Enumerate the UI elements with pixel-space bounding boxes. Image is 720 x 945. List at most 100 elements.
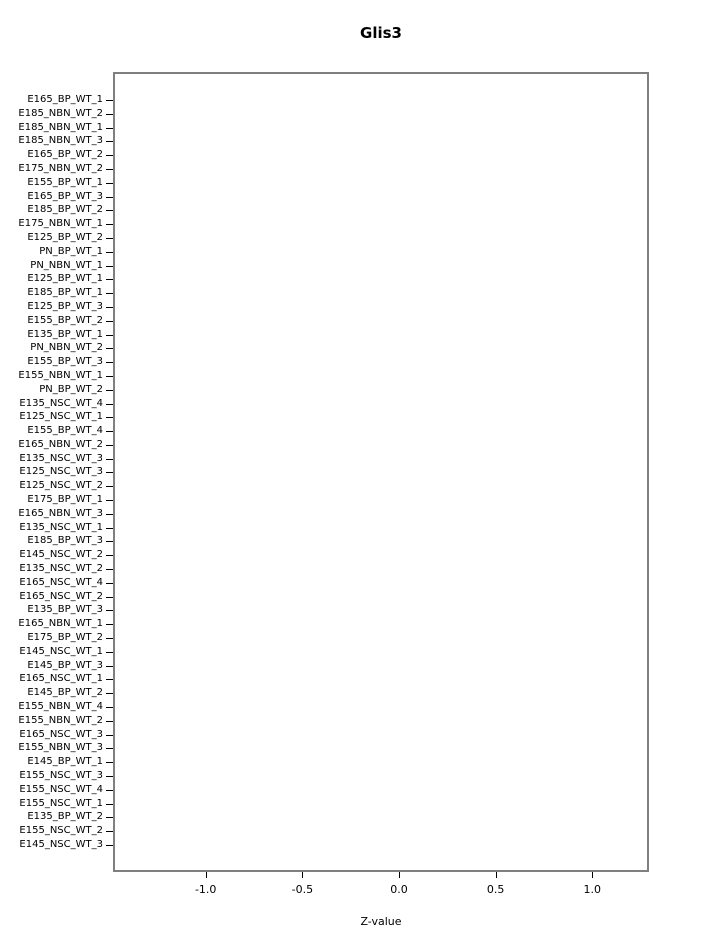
category-tick	[106, 486, 113, 488]
x-axis-tick	[592, 872, 594, 878]
category-tick	[106, 417, 113, 419]
category-tick	[106, 375, 113, 377]
x-axis-tick-label: 0.5	[486, 883, 505, 896]
category-tick	[106, 665, 113, 667]
category-label: E135_NSC_WT_3	[19, 452, 103, 464]
category-tick	[106, 472, 113, 474]
category-label: E155_NBN_WT_1	[18, 369, 103, 381]
category-tick	[106, 541, 113, 543]
x-axis-tick-label: 0.0	[390, 883, 408, 896]
x-axis-tick	[399, 872, 400, 878]
category-label: E165_NBN_WT_2	[18, 438, 103, 450]
category-label: E155_BP_WT_3	[27, 356, 103, 368]
category-tick	[106, 100, 113, 101]
category-tick	[106, 707, 113, 709]
category-tick	[106, 831, 113, 833]
category-label: E145_BP_WT_1	[27, 756, 103, 768]
category-label: E125_BP_WT_2	[27, 231, 103, 243]
category-label: E165_NBN_WT_1	[18, 618, 103, 630]
category-label: E175_NBN_WT_2	[18, 162, 103, 174]
category-label: E155_NSC_WT_2	[19, 825, 103, 837]
category-label: PN_NBN_WT_1	[30, 259, 103, 271]
category-label: E165_NSC_WT_3	[19, 728, 103, 740]
category-label: E145_NSC_WT_3	[19, 838, 103, 850]
chart-title: Glis3	[360, 24, 402, 42]
category-tick	[106, 237, 113, 239]
category-label: E125_NSC_WT_2	[19, 480, 103, 492]
category-label: E185_BP_WT_3	[27, 535, 103, 547]
category-tick	[106, 720, 113, 722]
category-label: E125_BP_WT_3	[27, 300, 103, 312]
category-label: E165_NSC_WT_1	[19, 673, 103, 685]
category-label: E155_NSC_WT_4	[19, 783, 103, 795]
category-label: E155_NBN_WT_4	[18, 701, 103, 713]
category-tick	[106, 362, 113, 364]
category-label: E145_NSC_WT_2	[19, 549, 103, 561]
category-label: PN_BP_WT_2	[39, 383, 103, 395]
x-axis-tick	[495, 872, 497, 878]
category-tick	[106, 513, 113, 515]
category-tick	[106, 279, 113, 281]
category-tick	[106, 389, 113, 391]
category-tick	[106, 569, 113, 571]
category-label: E135_BP_WT_1	[27, 328, 103, 340]
category-tick	[106, 734, 113, 736]
x-axis-title: Z-value	[360, 915, 402, 928]
category-tick	[106, 113, 113, 115]
category-tick	[106, 610, 113, 612]
category-label: E175_BP_WT_1	[27, 494, 103, 506]
category-label: E135_BP_WT_2	[27, 811, 103, 823]
category-label: E155_BP_WT_4	[27, 425, 103, 437]
category-tick	[106, 141, 113, 143]
category-label: E125_BP_WT_1	[27, 273, 103, 285]
category-tick	[106, 789, 113, 791]
category-tick	[106, 306, 113, 308]
category-tick	[106, 196, 113, 198]
category-label: E155_NBN_WT_2	[18, 714, 103, 726]
category-label: E165_NSC_WT_4	[19, 576, 103, 588]
category-label: E165_NSC_WT_2	[19, 590, 103, 602]
category-tick	[106, 431, 113, 433]
category-tick	[106, 748, 113, 750]
category-label: E165_BP_WT_1	[27, 94, 103, 105]
category-label: E175_NBN_WT_1	[18, 218, 103, 230]
category-tick	[106, 679, 113, 681]
category-label: E175_BP_WT_2	[27, 632, 103, 644]
x-axis-tick-label: -0.5	[291, 883, 314, 896]
category-label: E155_NSC_WT_3	[19, 770, 103, 781]
category-tick	[106, 334, 113, 336]
category-label: E125_NSC_WT_1	[19, 411, 103, 423]
category-tick	[106, 500, 113, 502]
category-label: E135_NSC_WT_4	[19, 397, 103, 409]
category-label: E145_BP_WT_3	[27, 659, 103, 671]
category-tick	[106, 293, 113, 295]
category-label: E145_NSC_WT_1	[19, 645, 103, 657]
x-axis-tick-label: 1.0	[583, 883, 602, 896]
category-tick	[106, 693, 113, 695]
category-tick	[106, 210, 113, 212]
category-label: E125_NSC_WT_3	[19, 466, 103, 478]
category-label: E165_BP_WT_2	[27, 149, 103, 161]
category-label: E155_NSC_WT_1	[19, 797, 103, 809]
category-tick	[106, 817, 113, 819]
category-tick	[106, 348, 113, 350]
category-tick	[106, 168, 113, 170]
category-tick	[106, 182, 113, 184]
category-tick	[106, 638, 113, 640]
category-label: E185_NBN_WT_3	[18, 135, 103, 147]
category-label: E185_NBN_WT_1	[18, 121, 103, 133]
category-tick	[106, 762, 113, 764]
category-tick	[106, 224, 113, 226]
category-label: E155_BP_WT_2	[27, 314, 103, 326]
category-tick	[106, 582, 113, 584]
category-label: E145_BP_WT_2	[27, 687, 103, 699]
category-tick	[106, 776, 113, 777]
category-label: E165_NBN_WT_3	[18, 507, 103, 519]
category-label: E155_BP_WT_1	[27, 176, 103, 188]
x-axis-tick	[205, 872, 207, 878]
category-tick	[106, 320, 113, 322]
category-label: E185_BP_WT_1	[27, 287, 103, 299]
category-label: E165_BP_WT_3	[27, 190, 103, 202]
category-tick	[106, 844, 113, 846]
